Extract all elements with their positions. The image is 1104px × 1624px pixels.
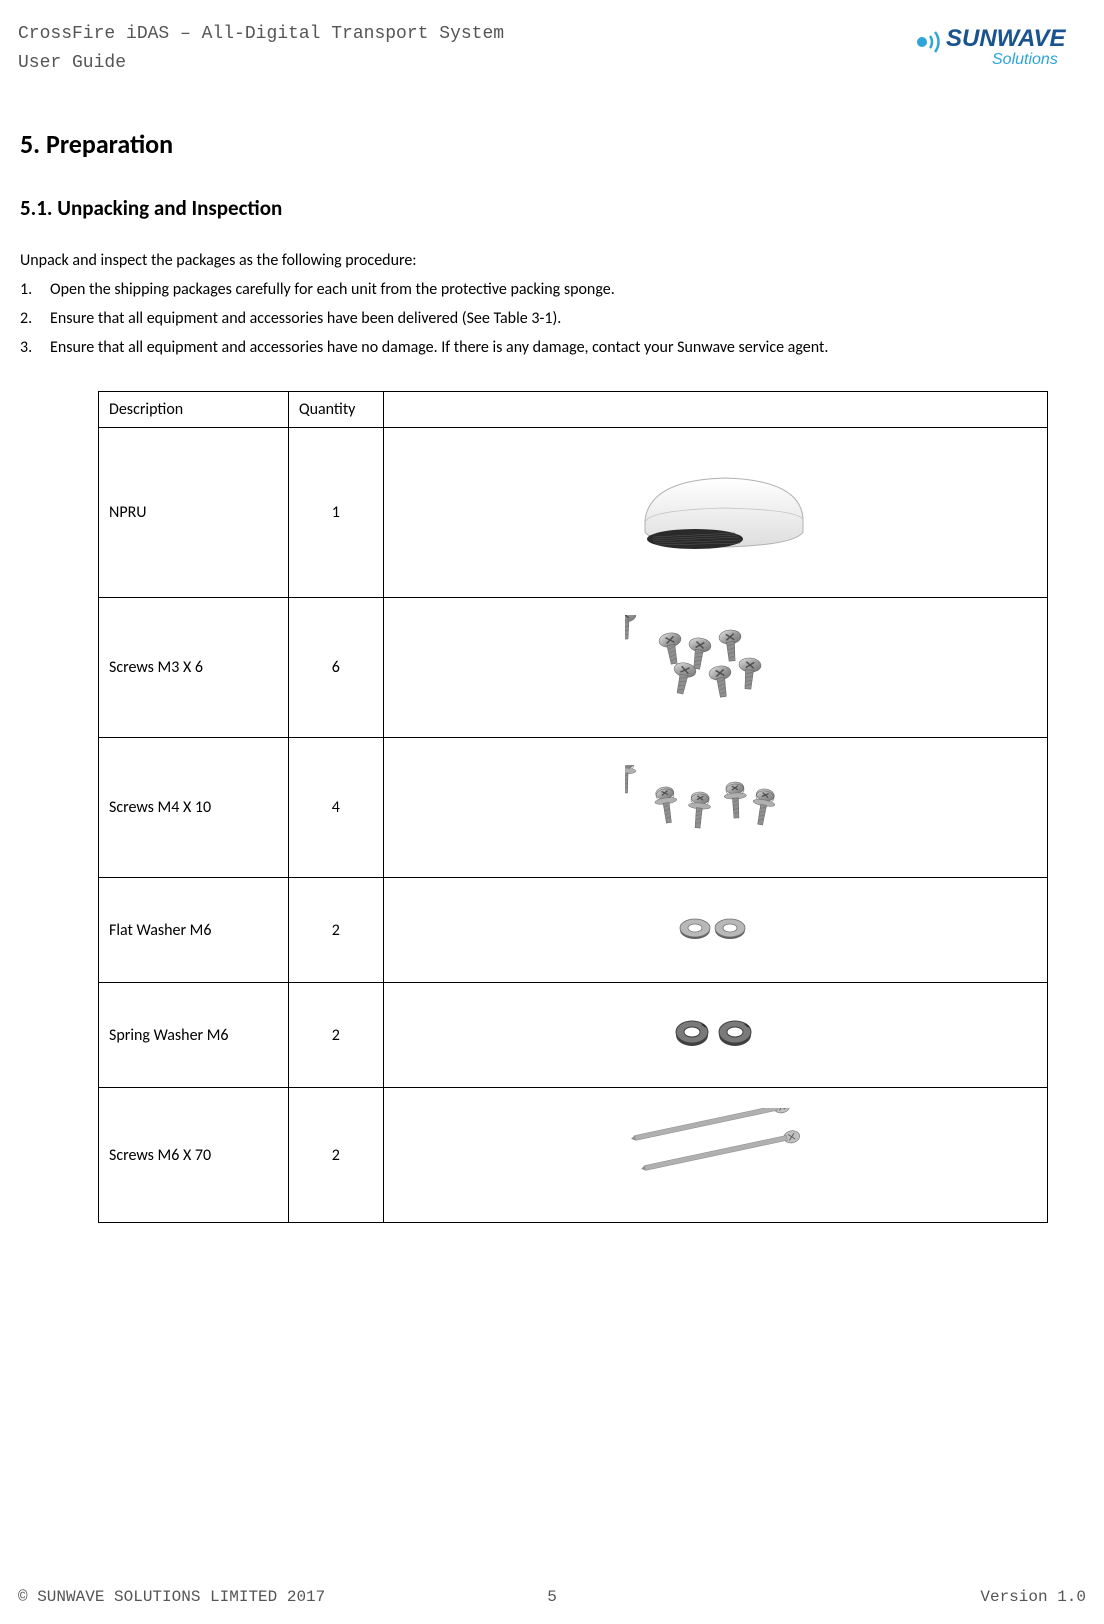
npru-device-icon bbox=[605, 450, 825, 570]
table-row: Screws M3 X 6 6 bbox=[99, 598, 1048, 738]
header-quantity: Quantity bbox=[288, 392, 383, 428]
spring-washer-icon bbox=[660, 1010, 770, 1055]
cell-quantity: 2 bbox=[288, 1088, 383, 1223]
cell-description: Screws M6 X 70 bbox=[99, 1088, 289, 1223]
section-title: Preparation bbox=[46, 128, 173, 160]
table-row: NPRU 1 bbox=[99, 428, 1048, 598]
table-row: Flat Washer M6 2 bbox=[99, 878, 1048, 983]
cell-description: Flat Washer M6 bbox=[99, 878, 289, 983]
page-header: CrossFire iDAS – All-Digital Transport S… bbox=[18, 20, 1086, 78]
parts-table: Description Quantity NPRU 1 bbox=[98, 391, 1048, 1223]
list-item: 2. Ensure that all equipment and accesso… bbox=[20, 305, 1086, 332]
footer-copyright: © SUNWAVE SOLUTIONS LIMITED 2017 bbox=[18, 1588, 325, 1606]
list-text: Ensure that all equipment and accessorie… bbox=[50, 334, 1086, 361]
section-heading: 5. Preparation bbox=[20, 128, 1086, 160]
page-footer: © SUNWAVE SOLUTIONS LIMITED 2017 5 Versi… bbox=[18, 1588, 1086, 1606]
screws-m6-icon bbox=[605, 1108, 825, 1198]
subsection-heading: 5.1. Unpacking and Inspection bbox=[20, 195, 1086, 221]
header-description: Description bbox=[99, 392, 289, 428]
svg-text:SUNWAVE: SUNWAVE bbox=[946, 25, 1067, 52]
cell-illustration bbox=[383, 878, 1047, 983]
cell-illustration bbox=[383, 428, 1047, 598]
intro-text: Unpack and inspect the packages as the f… bbox=[20, 251, 1086, 270]
list-number: 2. bbox=[20, 305, 50, 332]
screws-m3-icon bbox=[625, 615, 805, 715]
table-row: Spring Washer M6 2 bbox=[99, 983, 1048, 1088]
numbered-list: 1. Open the shipping packages carefully … bbox=[20, 276, 1086, 362]
parts-table-container: Description Quantity NPRU 1 bbox=[98, 391, 1048, 1223]
logo: SUNWAVE Solutions bbox=[916, 20, 1086, 70]
footer-version: Version 1.0 bbox=[980, 1588, 1086, 1606]
cell-description: Screws M3 X 6 bbox=[99, 598, 289, 738]
flat-washer-icon bbox=[665, 908, 765, 948]
cell-illustration bbox=[383, 738, 1047, 878]
list-text: Open the shipping packages carefully for… bbox=[50, 276, 1086, 303]
table-row: Screws M4 X 10 4 bbox=[99, 738, 1048, 878]
header-image-cell bbox=[383, 392, 1047, 428]
cell-quantity: 4 bbox=[288, 738, 383, 878]
screws-m4-icon bbox=[625, 765, 805, 845]
cell-description: Spring Washer M6 bbox=[99, 983, 289, 1088]
list-number: 3. bbox=[20, 334, 50, 361]
header-title: CrossFire iDAS – All-Digital Transport S… bbox=[18, 20, 504, 78]
cell-quantity: 2 bbox=[288, 983, 383, 1088]
subsection-number: 5.1. bbox=[20, 195, 53, 221]
list-item: 3. Ensure that all equipment and accesso… bbox=[20, 334, 1086, 361]
section-number: 5. bbox=[20, 128, 40, 160]
svg-text:Solutions: Solutions bbox=[992, 51, 1058, 68]
header-title-line1: CrossFire iDAS – All-Digital Transport S… bbox=[18, 20, 504, 49]
cell-quantity: 2 bbox=[288, 878, 383, 983]
list-item: 1. Open the shipping packages carefully … bbox=[20, 276, 1086, 303]
list-text: Ensure that all equipment and accessorie… bbox=[50, 305, 1086, 332]
sunwave-logo-icon: SUNWAVE Solutions bbox=[916, 20, 1086, 70]
cell-quantity: 6 bbox=[288, 598, 383, 738]
cell-quantity: 1 bbox=[288, 428, 383, 598]
cell-illustration bbox=[383, 598, 1047, 738]
header-title-line2: User Guide bbox=[18, 49, 504, 78]
table-row: Screws M6 X 70 2 bbox=[99, 1088, 1048, 1223]
cell-illustration bbox=[383, 1088, 1047, 1223]
cell-description: NPRU bbox=[99, 428, 289, 598]
footer-page-number: 5 bbox=[547, 1588, 557, 1606]
cell-illustration bbox=[383, 983, 1047, 1088]
subsection-title: Unpacking and Inspection bbox=[57, 195, 282, 221]
list-number: 1. bbox=[20, 276, 50, 303]
table-header-row: Description Quantity bbox=[99, 392, 1048, 428]
cell-description: Screws M4 X 10 bbox=[99, 738, 289, 878]
